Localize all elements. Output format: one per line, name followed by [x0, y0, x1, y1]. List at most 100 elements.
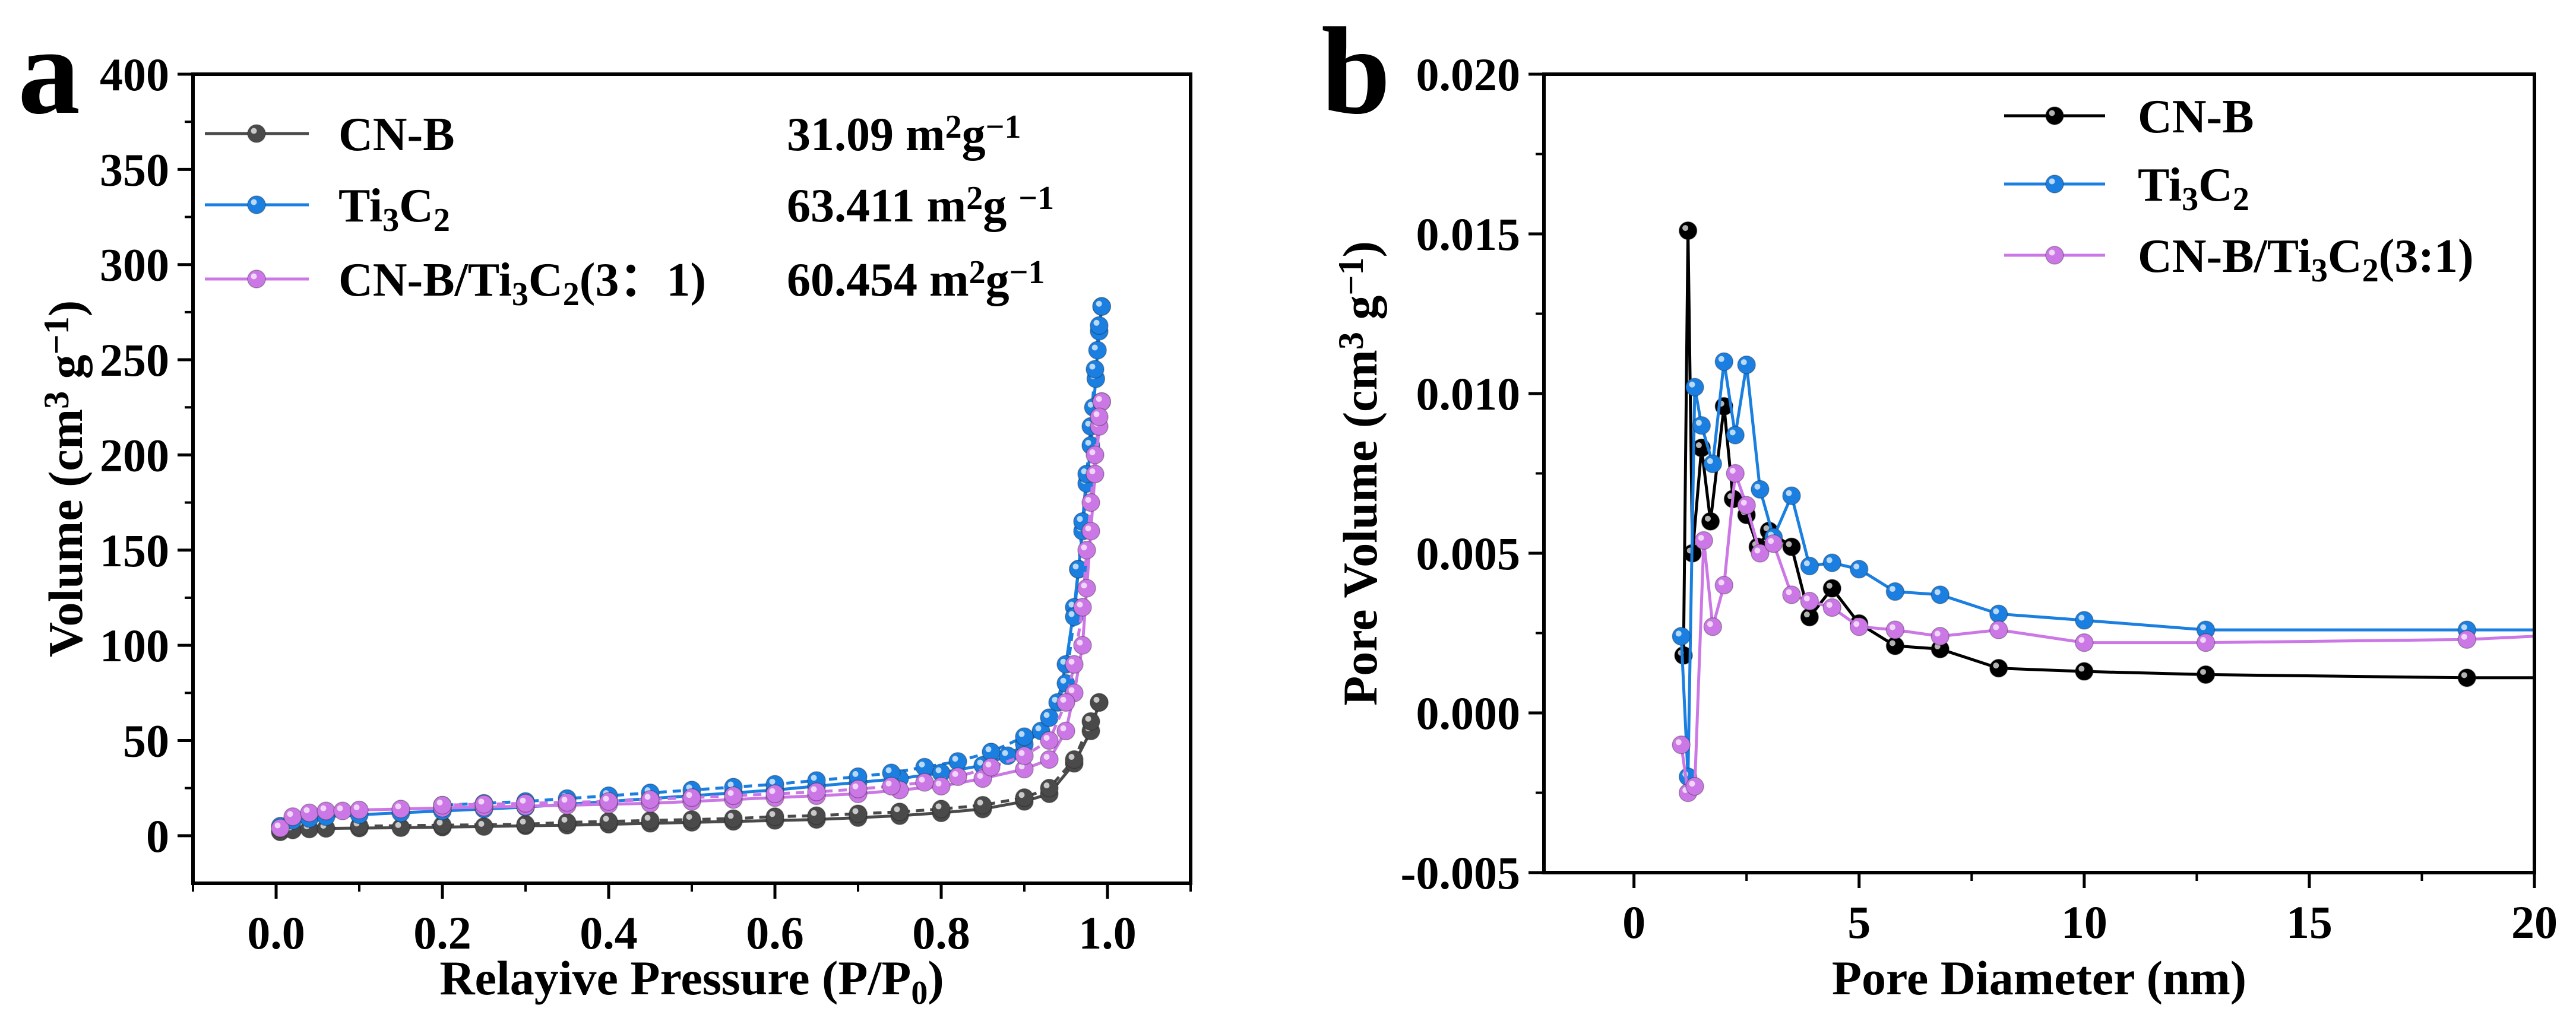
data-point-highlight	[1934, 630, 1941, 637]
legend-label-sub: 3	[382, 202, 399, 239]
y-tick-label: 350	[100, 144, 169, 195]
y-axis-title-sup2: −1	[37, 316, 76, 354]
bet-text: g	[983, 180, 1018, 232]
desorption-point	[1086, 445, 1105, 465]
data-point	[1692, 416, 1711, 435]
desorption-point	[682, 788, 701, 807]
desorption-point	[932, 800, 951, 819]
data-point	[1714, 576, 1734, 595]
y-tick-label: -0.005	[1401, 847, 1520, 899]
data-point-highlight	[1853, 621, 1860, 627]
desorption-point	[1040, 778, 1059, 798]
bet-sup: 2	[969, 254, 986, 291]
data-point	[1714, 352, 1734, 371]
desorption-point-highlight	[686, 792, 692, 798]
adsorption-point	[474, 817, 493, 836]
desorption-point-highlight	[952, 756, 958, 762]
desorption-point-highlight	[1068, 611, 1075, 617]
bet-value: 63.411 m	[787, 180, 966, 232]
data-point-highlight	[2200, 624, 2207, 630]
legend-entry: Ti3C2 63.411 m2g −1	[205, 180, 1054, 239]
desorption-point-highlight	[769, 788, 776, 794]
desorption-point-highlight	[811, 810, 817, 816]
data-point	[1885, 582, 1905, 601]
desorption-point-highlight	[1072, 563, 1079, 570]
x-tick-label: 0.6	[746, 907, 804, 959]
x-axis-title-text: Relayive Pressure (P/P	[439, 951, 911, 1005]
desorption-point-highlight	[520, 797, 526, 804]
legend-label-text: Ti	[2138, 159, 2182, 211]
panel-label-b: b	[1321, 2, 1391, 140]
data-point	[1849, 560, 1869, 579]
desorption-point-highlight	[935, 803, 942, 810]
desorption-point	[765, 807, 784, 826]
data-point-highlight	[2078, 614, 2085, 621]
x-tick-label: 0.2	[413, 907, 471, 959]
desorption-point-highlight	[1081, 468, 1087, 474]
data-point	[2075, 633, 2094, 652]
data-point-highlight	[1729, 429, 1736, 436]
data-point	[1989, 620, 2008, 639]
bet-surface-area: 63.411 m2g −1	[787, 180, 1054, 232]
series-cn-b-ti3c2-3-1-	[271, 392, 1111, 838]
legend-label-text: CN-B	[2138, 91, 2254, 143]
y-tick-label: 0.020	[1416, 49, 1521, 100]
x-tick-label: 0.4	[580, 907, 638, 959]
desorption-point-highlight	[852, 770, 859, 777]
desorption-point	[1040, 708, 1059, 727]
data-point	[1800, 591, 1819, 611]
adsorption-point-highlight	[977, 759, 983, 766]
y-tick-label: 100	[100, 620, 169, 671]
legend-label: CN-B/Ti3C2(3：1)	[338, 254, 706, 313]
data-point-highlight	[1695, 442, 1702, 448]
panel-label-a: a	[18, 2, 80, 140]
adsorption-point-highlight	[395, 822, 401, 828]
bet-sup: −1	[1009, 254, 1045, 291]
desorption-point-highlight	[985, 761, 992, 768]
bet-sup: 2	[966, 180, 983, 217]
adsorption-point	[317, 801, 336, 820]
data-point-highlight	[1729, 468, 1736, 474]
legend-swatch-marker	[247, 124, 266, 143]
desorption-point	[558, 792, 577, 812]
y-axis-title-text: Pore Volume (cm	[1333, 350, 1387, 706]
data-point	[2196, 633, 2216, 652]
desorption-point	[682, 810, 701, 829]
legend-label-text: CN-B/Ti	[338, 254, 512, 306]
data-point-highlight	[1682, 225, 1689, 232]
desorption-point-highlight	[919, 776, 925, 783]
data-point	[1989, 658, 2008, 678]
adsorption-point	[350, 800, 369, 820]
data-point-highlight	[1754, 483, 1761, 490]
data-point-highlight	[1718, 579, 1724, 586]
panel-b: b 0 5 10 15 20 -0.005 0.000 0.005 0.010 0.015 0.020…	[1321, 2, 2558, 1005]
data-point	[1737, 355, 1756, 375]
legend-label: Ti3C2	[338, 180, 450, 239]
data-point	[1751, 480, 1770, 499]
desorption-line	[442, 401, 1103, 807]
desorption-point-highlight	[885, 780, 892, 787]
bet-text: g	[962, 109, 986, 161]
legend-label-sub: 2	[2362, 252, 2379, 289]
y-tick-label: 50	[123, 715, 169, 766]
adsorption-point-highlight	[274, 822, 281, 829]
adsorption-point	[391, 800, 410, 819]
adsorption-point-highlight	[1085, 439, 1091, 446]
data-point	[1703, 617, 1723, 636]
legend-label-text: (3:1)	[2379, 230, 2474, 283]
desorption-point-highlight	[644, 814, 651, 821]
adsorption-point-highlight	[935, 780, 942, 787]
legend-label-text: CN-B	[338, 109, 455, 161]
adsorption-line	[279, 306, 1103, 828]
desorption-point-highlight	[1093, 411, 1100, 417]
desorption-point-highlight	[561, 797, 568, 803]
data-point-highlight	[1786, 541, 1792, 547]
legend-label-text: C	[2198, 159, 2233, 211]
adsorption-point-highlight	[337, 805, 343, 811]
data-point-highlight	[1826, 557, 1833, 563]
desorption-point	[849, 779, 868, 799]
desorption-point	[807, 806, 826, 825]
data-point	[1822, 553, 1841, 572]
legend-swatch-marker	[2045, 106, 2064, 125]
desorption-point	[948, 767, 967, 787]
